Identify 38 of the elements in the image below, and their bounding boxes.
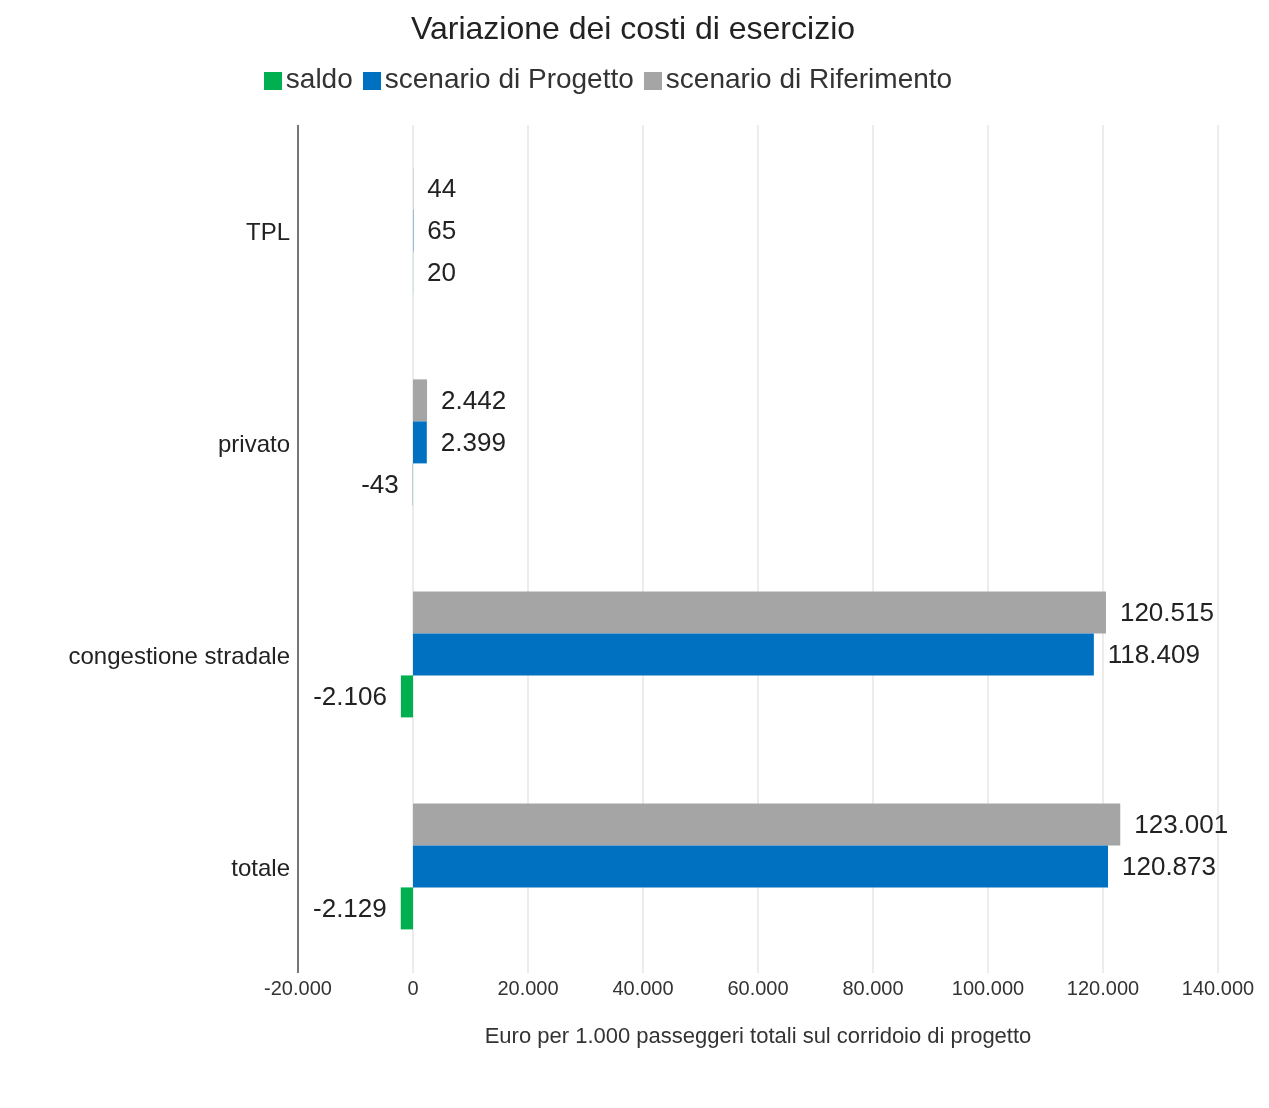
- bar: [413, 591, 1106, 634]
- data-label: -2.129: [313, 893, 387, 924]
- chart-title: Variazione dei costi di esercizio: [409, 10, 857, 47]
- x-tick-label: 20.000: [497, 977, 559, 1000]
- x-axis-title: Euro per 1.000 passeggeri totali sul corridoio di progetto: [484, 1023, 1032, 1048]
- bar: [413, 845, 1109, 888]
- data-label: 118.409: [1107, 639, 1200, 670]
- bar: [413, 379, 428, 422]
- x-tick-label: 120.000: [1066, 977, 1140, 1000]
- data-label: 2.442: [441, 385, 507, 416]
- data-label: 2.399: [440, 427, 506, 458]
- legend-label: scenario di Progetto: [384, 63, 634, 94]
- y-tick-label: congestione stradale: [68, 641, 290, 669]
- y-tick-label: TPL: [245, 217, 290, 245]
- data-label: 44: [427, 173, 457, 204]
- data-label: -43: [361, 469, 399, 500]
- x-tick-label: -20.000: [264, 977, 332, 1000]
- x-tick-label: 60.000: [727, 977, 789, 1000]
- x-tick-label: 40.000: [612, 977, 674, 1000]
- data-label: 120.873: [1122, 851, 1216, 882]
- bar: [413, 421, 427, 464]
- data-label: 120.515: [1119, 597, 1214, 628]
- data-label: 20: [427, 257, 457, 288]
- y-tick-label: totale: [231, 853, 290, 881]
- bar: [413, 803, 1121, 846]
- x-tick-label: 0: [407, 977, 419, 1000]
- x-tick-label: 140.000: [1181, 977, 1255, 1000]
- data-label: 123.001: [1134, 809, 1229, 840]
- data-label: 65: [427, 215, 457, 246]
- bar: [413, 633, 1094, 676]
- data-label: -2.106: [313, 681, 387, 712]
- x-tick-label: 100.000: [951, 977, 1025, 1000]
- y-tick-label: privato: [217, 429, 290, 457]
- legend-label: scenario di Riferimento: [665, 63, 953, 94]
- x-tick-label: 80.000: [842, 977, 904, 1000]
- legend-label: saldo: [285, 63, 353, 94]
- bar: [400, 675, 413, 718]
- bar: [400, 887, 413, 930]
